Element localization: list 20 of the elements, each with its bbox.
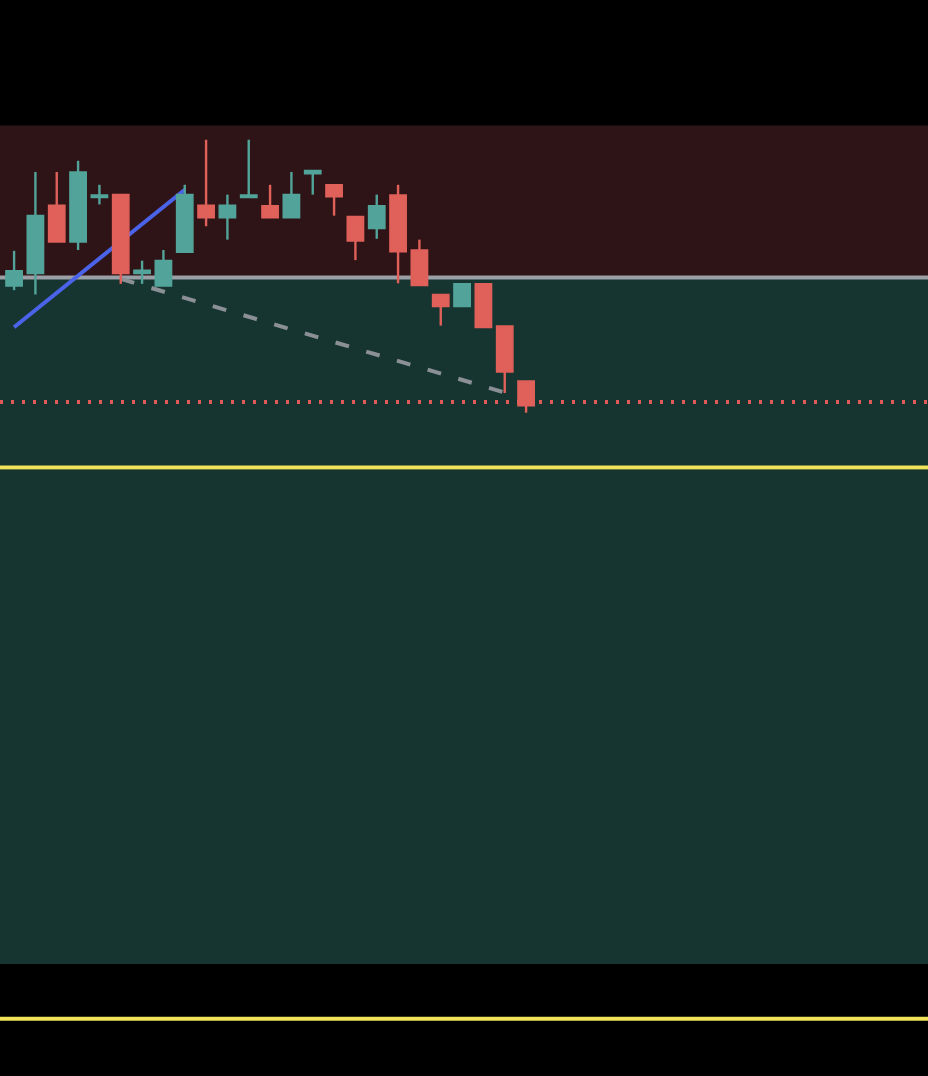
candlestick — [133, 259, 151, 286]
candlestick — [367, 193, 386, 241]
candlestick — [474, 283, 493, 329]
candlestick — [431, 293, 450, 327]
candlestick — [90, 183, 109, 206]
candlestick — [218, 193, 237, 241]
candlestick — [453, 283, 471, 308]
candlestick — [197, 138, 215, 228]
candlestick — [282, 170, 301, 220]
candlestick — [154, 248, 173, 288]
candlestick — [517, 379, 535, 414]
candlestick — [346, 215, 365, 262]
candlestick — [261, 183, 279, 220]
candlestick — [47, 170, 66, 244]
candlestick — [303, 169, 322, 196]
candlestick — [325, 183, 343, 217]
candlestick — [410, 238, 429, 287]
candlestick — [495, 324, 514, 395]
candlestick — [5, 249, 23, 292]
candlestick — [239, 138, 258, 199]
